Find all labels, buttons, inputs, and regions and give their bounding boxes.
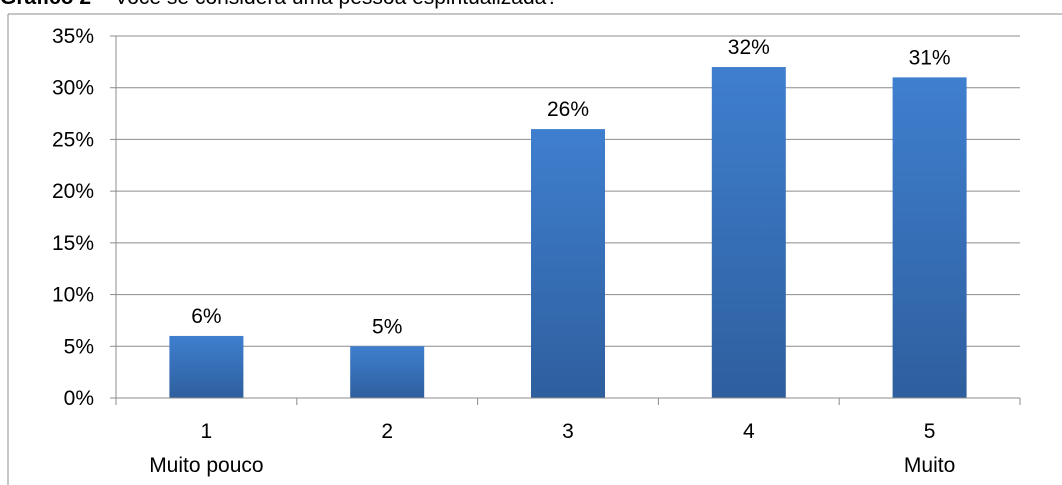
y-tick-label: 0% [64,387,94,410]
x-category-sublabel: Muito pouco [149,454,263,477]
x-category-label: 3 [562,420,574,443]
x-category-label: 4 [743,420,755,443]
y-tick-label: 30% [52,77,94,100]
y-tick-label: 5% [64,335,94,358]
bar-5 [892,77,967,398]
data-label: 32% [728,36,770,59]
chart-caption: Gráfico 2 – Você se considera uma pessoa… [0,0,558,10]
bars: 6% 5% 26% 32% 31% [169,36,967,399]
data-label: 6% [191,305,221,328]
caption-text: – Você se considera uma pessoa espiritua… [91,0,558,9]
y-axis: 0% 5% 10% 15% 20% 25% 30% 35% [52,25,117,410]
y-tick-label: 20% [52,180,94,203]
y-tick-label: 10% [52,284,94,307]
x-category-label: 2 [381,420,393,443]
y-tick-label: 15% [52,232,94,255]
bar-3 [531,129,605,399]
bar-2 [350,346,425,398]
caption-prefix: Gráfico 2 [0,0,91,9]
x-category-label: 1 [201,420,213,443]
y-tick-label: 25% [52,128,94,151]
bar-4 [711,67,786,399]
x-category-sublabel: Muito [904,454,955,477]
x-category-label: 5 [924,420,936,443]
x-axis: 1 Muito pouco 2 3 4 5 Muito [115,397,1021,477]
data-label: 26% [547,98,589,121]
bar-1 [169,335,244,398]
data-label: 5% [372,315,402,338]
data-label: 31% [909,46,951,69]
y-tick-label: 35% [52,25,94,48]
